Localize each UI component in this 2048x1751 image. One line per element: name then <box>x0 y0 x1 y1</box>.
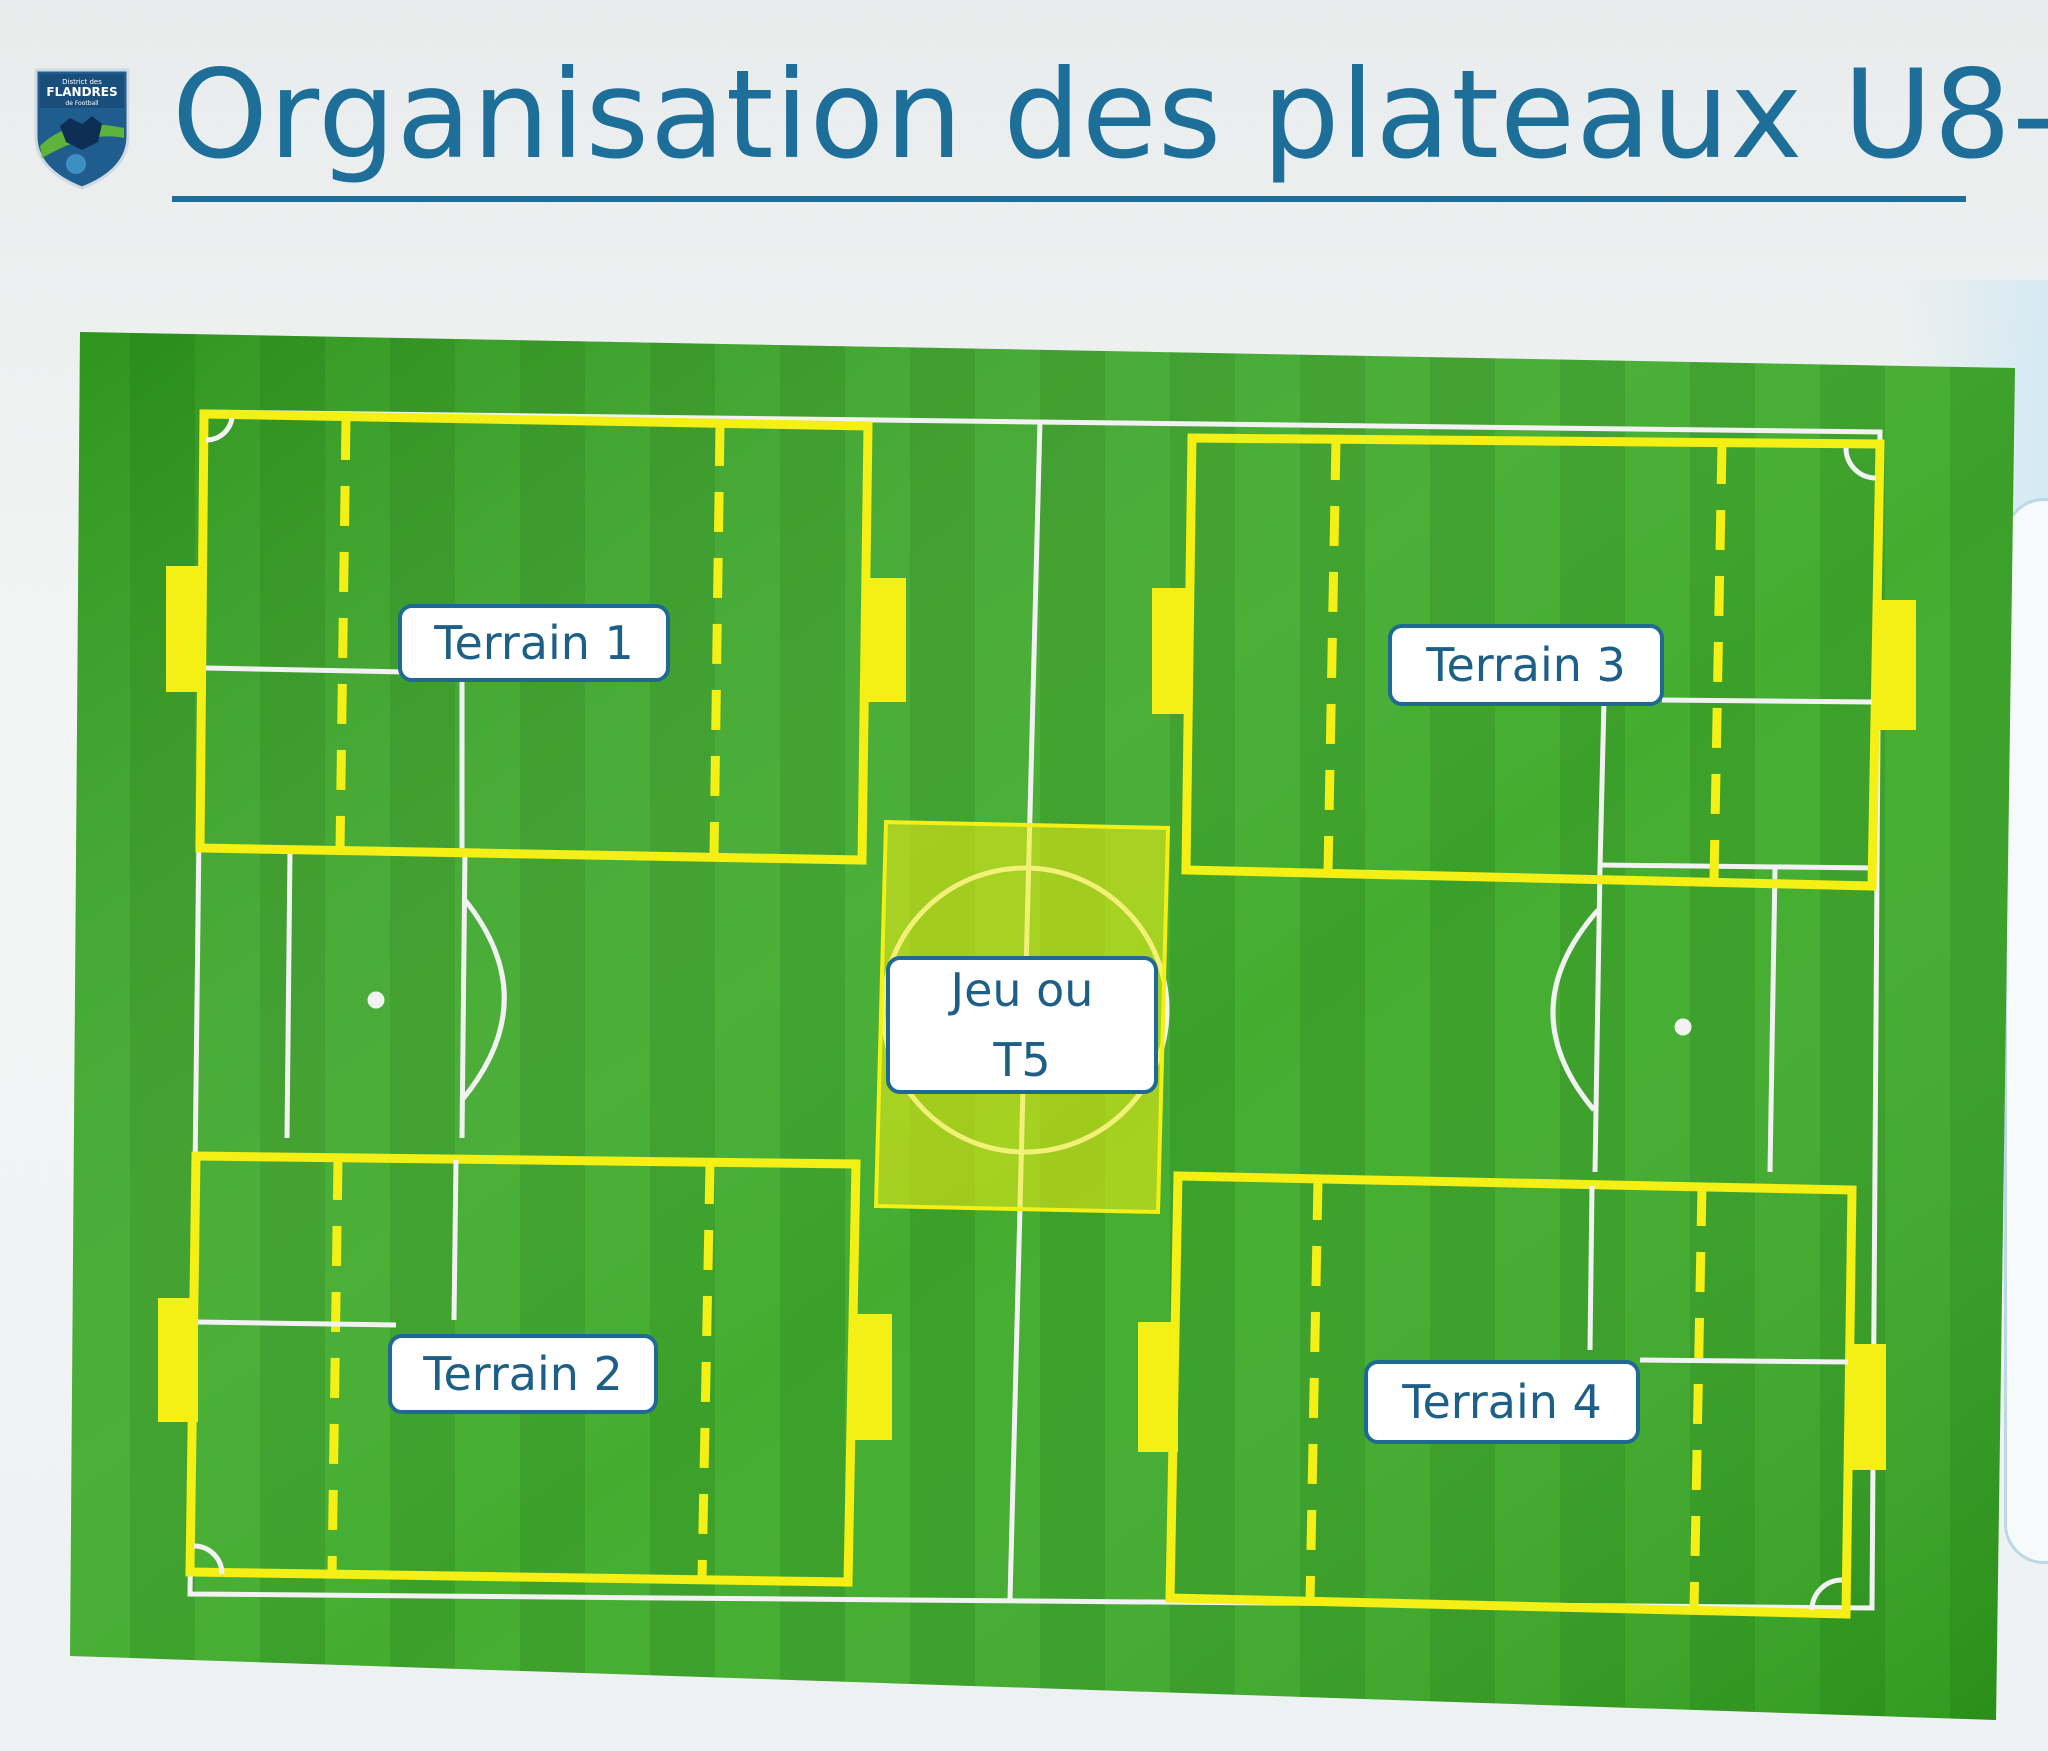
field-1-label: Terrain 1 <box>398 604 670 682</box>
field-3 <box>1152 433 1916 891</box>
side-panel-edge <box>2004 498 2048 1564</box>
crest-text-line1: District des <box>62 78 102 86</box>
center-zone-label: Jeu ou T5 <box>886 956 1158 1094</box>
field-3-label: Terrain 3 <box>1388 624 1664 706</box>
field-4 <box>1138 1171 1886 1619</box>
crest-banner <box>40 74 124 108</box>
field-4-label: Terrain 4 <box>1364 1360 1640 1444</box>
center-zone-label-line1: Jeu ou <box>950 963 1094 1017</box>
field-2 <box>158 1151 892 1587</box>
crest-text-line2: FLANDRES <box>46 85 117 99</box>
title-underline <box>172 196 1966 202</box>
field-2-label: Terrain 2 <box>388 1334 658 1414</box>
crest-text-line3: de Football <box>65 100 98 107</box>
center-zone-label-line2: T5 <box>993 1033 1051 1087</box>
page-title: Organisation des plateaux U8-U9 <box>172 44 2048 186</box>
district-flandres-crest-icon: District des FLANDRES de Football <box>34 68 130 190</box>
field-1 <box>166 409 906 865</box>
